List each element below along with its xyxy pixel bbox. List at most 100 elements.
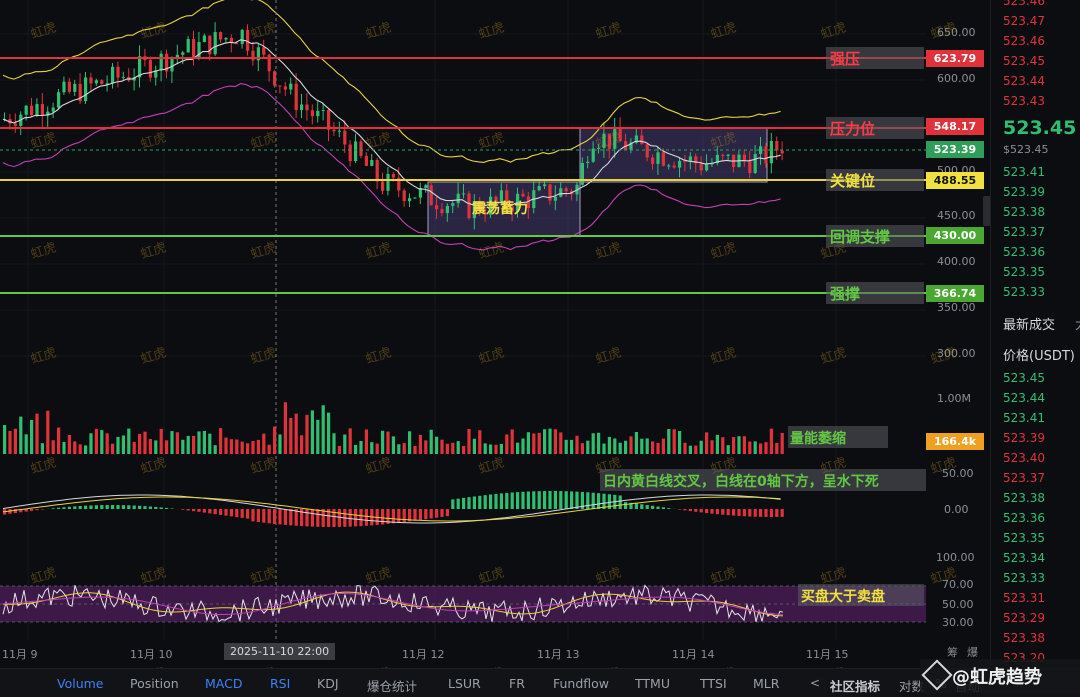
- macd-bar: [781, 509, 784, 517]
- macd-bar: [527, 492, 530, 509]
- candle-body: [116, 67, 119, 78]
- volume-bar: [721, 437, 724, 454]
- volume-bar: [592, 433, 595, 454]
- macd-bar: [122, 505, 125, 509]
- corner-label-1[interactable]: 筹: [947, 644, 958, 660]
- macd-bar: [538, 491, 541, 509]
- trade-row: 523.45: [1003, 371, 1045, 385]
- chart-canvas[interactable]: [0, 0, 990, 668]
- volume-bar: [25, 434, 28, 454]
- corner-label-2[interactable]: 爆: [967, 644, 978, 660]
- volume-bar: [41, 443, 44, 454]
- macd-bar: [683, 509, 686, 510]
- volume-bar: [689, 446, 692, 454]
- volume-bar: [246, 443, 249, 454]
- trade-row: 523.38: [1003, 631, 1045, 645]
- macd-bar: [100, 505, 103, 509]
- macd-bar: [214, 509, 217, 514]
- macd-bar: [14, 509, 17, 513]
- indicator-tab-mlr[interactable]: MLR: [753, 676, 779, 691]
- macd-bar: [133, 506, 136, 509]
- macd-bar: [640, 504, 643, 509]
- volume-bar: [181, 440, 184, 454]
- indicator-tab-volume[interactable]: Volume: [57, 676, 104, 691]
- indicator-tab-lsur[interactable]: LSUR: [448, 676, 481, 691]
- macd-bar: [278, 509, 281, 524]
- indicator-tab-position[interactable]: Position: [130, 676, 179, 691]
- volume-bar: [8, 431, 11, 454]
- volume-bar: [559, 432, 562, 454]
- volume-bar: [700, 441, 703, 454]
- indicator-tab-ttmu[interactable]: TTMU: [635, 676, 670, 691]
- trades-extra[interactable]: 大: [1075, 314, 1080, 333]
- trade-row: 523.36: [1003, 511, 1045, 525]
- indicator-tab-fr[interactable]: FR: [509, 676, 525, 691]
- chevron-left-icon[interactable]: <: [810, 676, 820, 690]
- volume-bar: [532, 434, 535, 454]
- macd-bar: [338, 509, 341, 527]
- macd-bar: [354, 509, 357, 526]
- macd-bar: [106, 505, 109, 509]
- volume-bar: [84, 445, 87, 454]
- macd-bar: [138, 506, 141, 509]
- candle-body: [100, 80, 103, 84]
- indicator-tab-kdj[interactable]: KDJ: [317, 676, 339, 691]
- candle-body: [602, 134, 605, 148]
- volume-bar: [235, 440, 238, 454]
- trades-title[interactable]: 最新成交: [1003, 314, 1055, 333]
- candle-body: [678, 161, 681, 168]
- candle-body: [52, 108, 55, 112]
- volume-bar: [343, 435, 346, 454]
- volume-bar: [565, 440, 568, 454]
- candle-body: [770, 141, 773, 163]
- indicator-tab-ttsi[interactable]: TTSI: [700, 676, 727, 691]
- chart-area[interactable]: [0, 0, 990, 668]
- volume-bar: [754, 441, 757, 454]
- volume-bar: [165, 440, 168, 454]
- macd-bar: [570, 491, 573, 509]
- macd-bar: [62, 507, 65, 509]
- macd-bar: [181, 509, 184, 510]
- candle-body: [89, 77, 92, 83]
- volume-bar: [122, 436, 125, 454]
- volume-bar: [327, 413, 330, 454]
- volume-bar: [251, 441, 254, 454]
- volume-bar: [710, 440, 713, 454]
- macd-bar: [500, 493, 503, 509]
- indicator-tab-rsi[interactable]: RSI: [270, 676, 290, 691]
- volume-bar: [89, 433, 92, 454]
- volume-bar: [197, 431, 200, 454]
- candle-body: [278, 86, 281, 87]
- candle-body: [662, 152, 665, 165]
- candle-body: [322, 110, 325, 111]
- volume-bar: [651, 441, 654, 454]
- level-price-tag: 623.79: [926, 50, 984, 67]
- candle-body: [440, 209, 443, 213]
- candle-body: [764, 146, 767, 163]
- macd-bar: [446, 509, 449, 516]
- candle-body: [214, 32, 217, 54]
- trade-row: 523.31: [1003, 591, 1045, 605]
- volume-bar: [208, 434, 211, 454]
- brand-name: @虹虎趋势: [952, 663, 1042, 689]
- ask-row: 523.44: [1003, 74, 1045, 88]
- bar-left-button[interactable]: [6, 673, 30, 693]
- indicator-tab-macd[interactable]: MACD: [205, 676, 242, 691]
- volume-bar: [138, 434, 141, 454]
- macd-bar: [716, 509, 719, 514]
- candle-body: [727, 155, 730, 156]
- candle-body: [219, 32, 222, 39]
- candle-body: [187, 39, 190, 52]
- candle-body: [203, 36, 206, 42]
- volume-bar: [554, 429, 557, 454]
- candle-body: [246, 30, 249, 51]
- indicator-tab-爆仓统计[interactable]: 爆仓统计: [367, 676, 417, 695]
- candle-body: [62, 82, 65, 93]
- macd-bar: [511, 493, 514, 509]
- macd-bar: [754, 509, 757, 517]
- community-indicators[interactable]: 社区指标: [830, 676, 880, 695]
- indicator-tab-fundflow[interactable]: Fundflow: [553, 676, 609, 691]
- candle-body: [343, 131, 346, 145]
- macd-bar: [559, 491, 562, 509]
- indicator-bar: Volume Position MACD RSI KDJ 爆仓统计 LSUR FR Fundfl…: [0, 668, 1080, 697]
